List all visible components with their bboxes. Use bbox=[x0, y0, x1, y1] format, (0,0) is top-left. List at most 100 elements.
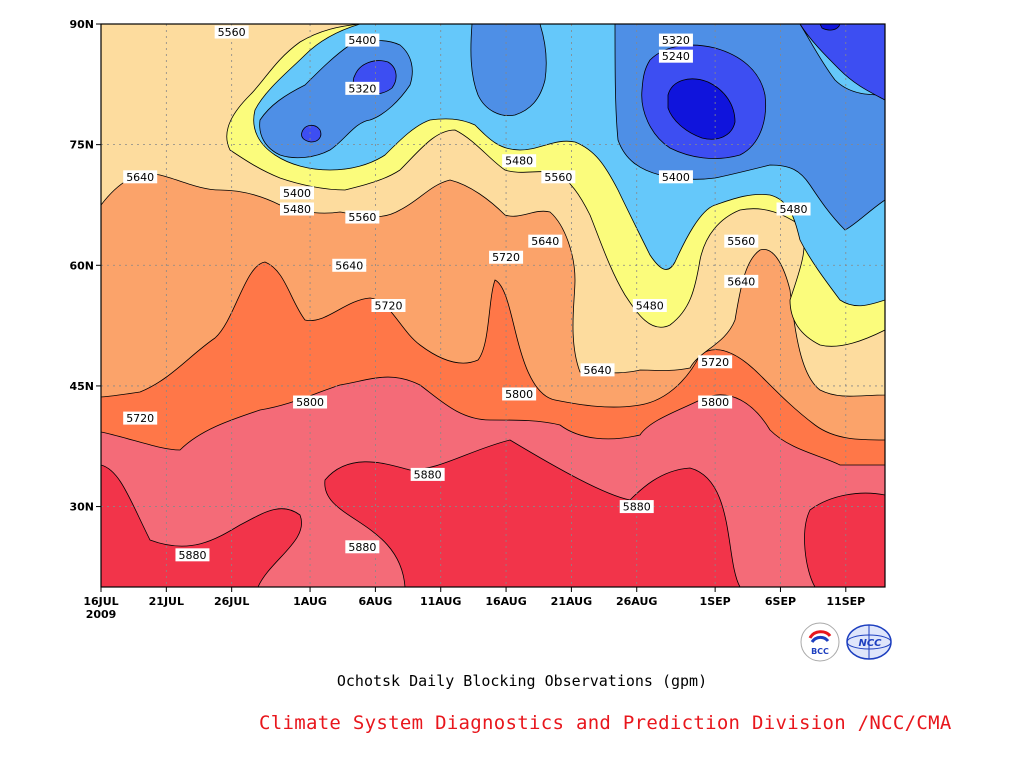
chart-title: Ochotsk Daily Blocking Observations (gpm… bbox=[336, 672, 708, 690]
contour-label-text: 5400 bbox=[348, 34, 376, 47]
contour-label: 5480 bbox=[776, 202, 811, 216]
contour-label-text: 5800 bbox=[505, 388, 533, 401]
contour-label-bg bbox=[410, 467, 445, 481]
contour-label-text: 5880 bbox=[414, 468, 442, 481]
x-tick-label: 6AUG bbox=[359, 595, 393, 608]
x-tick-label: 1AUG bbox=[293, 595, 327, 608]
contour-label: 5720 bbox=[489, 250, 524, 264]
contour-label-bg bbox=[724, 234, 759, 248]
contour-label-bg bbox=[345, 33, 380, 47]
contour-label-bg bbox=[658, 170, 693, 184]
contour-label: 5720 bbox=[371, 299, 406, 313]
band-5320-5400-c bbox=[470, 24, 547, 117]
y-tick-label: 45N bbox=[69, 380, 94, 393]
contour-label: 5240 bbox=[658, 49, 693, 63]
contour-label-bg bbox=[345, 210, 380, 224]
contour-label-bg bbox=[528, 234, 563, 248]
contour-label: 5320 bbox=[658, 33, 693, 47]
contour-label-bg bbox=[698, 395, 733, 409]
contour-labels: 5560 5400 5320 5320 5240 5640 5400 5480 5480 5560… bbox=[123, 25, 811, 562]
x-tick-label: 16AUG bbox=[485, 595, 526, 608]
contour-label: 5640 bbox=[332, 258, 367, 272]
contour-label-text: 5880 bbox=[348, 541, 376, 554]
contour-label-bg bbox=[280, 186, 314, 200]
contour-label-bg bbox=[371, 299, 406, 312]
contour-label-bg bbox=[619, 500, 654, 514]
contour-label-text: 5400 bbox=[662, 171, 690, 184]
contour-label-text: 5720 bbox=[126, 412, 154, 425]
contour-label-text: 5320 bbox=[348, 82, 376, 95]
contour-label: 5480 bbox=[502, 154, 537, 168]
x-tick-label: 11AUG bbox=[420, 595, 461, 608]
x-tick-label: 21JUL bbox=[149, 595, 184, 608]
contour-label: 5560 bbox=[724, 234, 759, 248]
contour-label-bg bbox=[502, 154, 537, 168]
x-tick-label: 6SEP bbox=[765, 595, 796, 608]
credit-text: Climate System Diagnostics and Predictio… bbox=[259, 712, 952, 734]
contour-label-text: 5640 bbox=[335, 259, 363, 272]
contour-fills bbox=[101, 24, 885, 587]
contour-label-bg bbox=[658, 33, 693, 47]
contour-label: 5640 bbox=[528, 234, 563, 248]
contour-label: 5880 bbox=[410, 467, 445, 481]
contour-label-bg bbox=[658, 49, 693, 63]
contour-label: 5880 bbox=[175, 548, 210, 562]
contour-label: 5560 bbox=[214, 25, 249, 39]
x-tick-label: 11SEP bbox=[826, 595, 865, 608]
contour-label-bg bbox=[580, 363, 615, 377]
contour-label: 5640 bbox=[580, 363, 615, 377]
x-tick-label: 16JUL bbox=[83, 595, 118, 608]
contour-label-text: 5640 bbox=[531, 235, 559, 248]
contour-label-bg bbox=[280, 202, 314, 216]
band-5240-5320-b bbox=[799, 24, 885, 101]
contour-label: 5560 bbox=[541, 170, 576, 184]
contour-label-bg bbox=[502, 387, 537, 401]
y-tick-label: 60N bbox=[69, 259, 94, 272]
contour-label-text: 5560 bbox=[218, 26, 246, 39]
contour-label-bg bbox=[541, 170, 576, 184]
contour-label: 5880 bbox=[619, 500, 654, 514]
contour-label-text: 5720 bbox=[374, 300, 402, 313]
contour-label-bg bbox=[489, 250, 524, 264]
y-tick-label: 75N bbox=[69, 139, 94, 152]
contour-label-bg bbox=[175, 548, 210, 562]
contour-label-text: 5480 bbox=[505, 155, 533, 168]
contour-label: 5720 bbox=[123, 411, 158, 425]
svg-text:BCC: BCC bbox=[811, 647, 829, 656]
contour-label-text: 5560 bbox=[544, 171, 572, 184]
contour-label-text: 5720 bbox=[701, 356, 729, 369]
contour-label-bg bbox=[214, 25, 249, 39]
contour-label-text: 5400 bbox=[283, 187, 311, 200]
y-tick-label: 90N bbox=[69, 18, 94, 31]
ncc-logo-icon: NCC bbox=[846, 624, 892, 660]
contour-label: 5400 bbox=[658, 170, 693, 184]
contour-label-text: 5800 bbox=[296, 396, 324, 409]
contour-label: 5800 bbox=[698, 395, 733, 409]
contour-label: 5640 bbox=[724, 274, 759, 288]
x-axis: 16JUL 21JUL 26JUL 1AUG 6AUG 11AUG 16AUG 21AUG 26… bbox=[83, 587, 865, 621]
contour-label-text: 5560 bbox=[727, 235, 755, 248]
contour-label: 5640 bbox=[123, 170, 158, 184]
contour-label-bg bbox=[123, 170, 158, 184]
contour-label-bg bbox=[724, 274, 759, 288]
contour-label-text: 5640 bbox=[727, 275, 755, 288]
contour-label-bg bbox=[632, 299, 667, 312]
contour-label-text: 5480 bbox=[636, 300, 664, 313]
contour-label-bg bbox=[332, 258, 367, 272]
band-5240-5320-d bbox=[301, 124, 322, 143]
contour-label-bg bbox=[776, 202, 811, 216]
contour-label-text: 5720 bbox=[492, 251, 520, 264]
contour-label: 5480 bbox=[632, 299, 667, 313]
contour-label-text: 5480 bbox=[780, 203, 808, 216]
contour-label: 5800 bbox=[293, 395, 328, 409]
x-tick-label: 21AUG bbox=[551, 595, 592, 608]
contour-label-text: 5640 bbox=[126, 171, 154, 184]
contour-label-bg bbox=[698, 355, 733, 369]
contour-label: 5480 bbox=[280, 202, 314, 216]
contour-label: 5560 bbox=[345, 210, 380, 224]
contour-label-bg bbox=[123, 411, 158, 425]
contour-label: 5720 bbox=[698, 355, 733, 369]
x-year-label: 2009 bbox=[86, 608, 117, 621]
grid-lines bbox=[101, 24, 885, 587]
contour-label: 5800 bbox=[502, 387, 537, 401]
